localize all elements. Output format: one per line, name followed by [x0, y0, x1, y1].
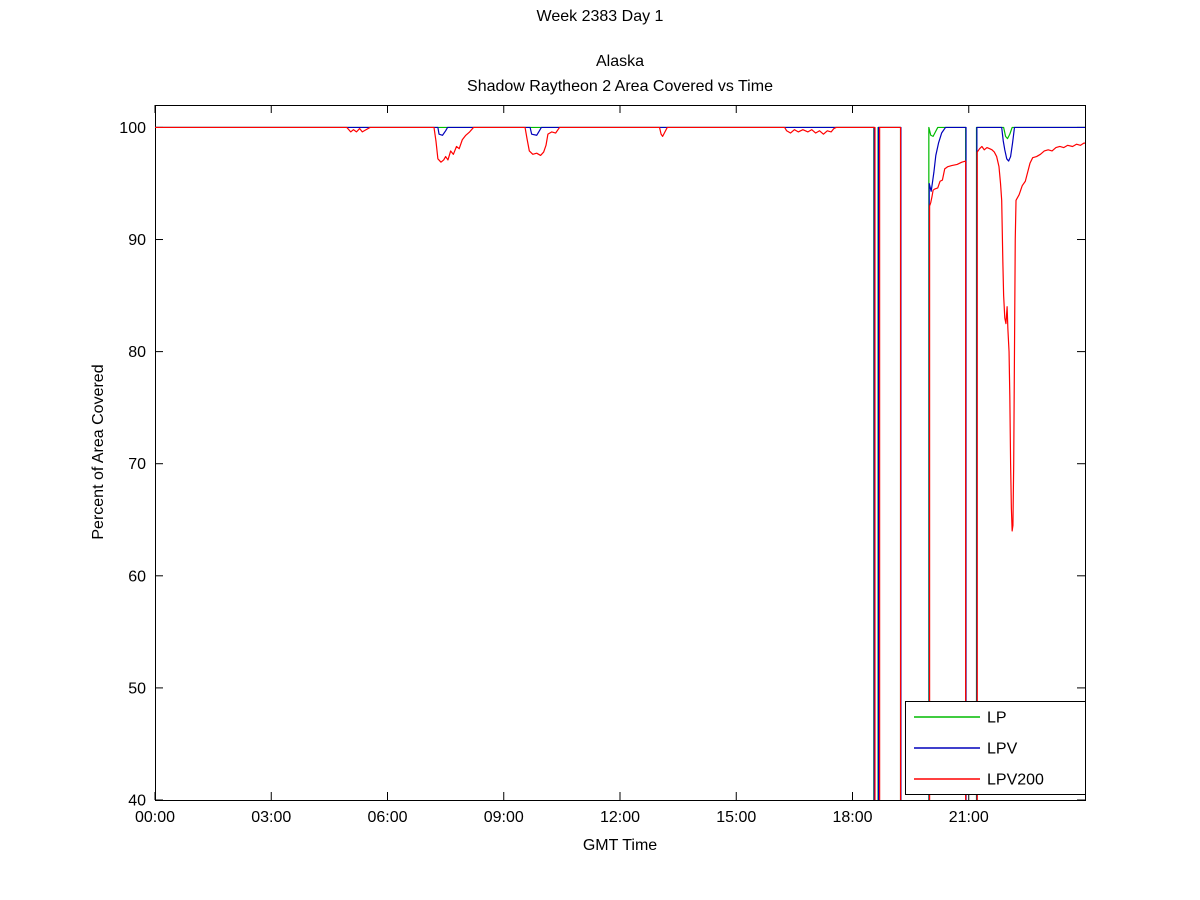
- legend-label-LP: LP: [987, 710, 1007, 727]
- x-tick-label: 18:00: [832, 809, 872, 826]
- figure-suptitle: Week 2383 Day 1: [537, 8, 664, 25]
- y-tick-label: 60: [128, 568, 146, 585]
- x-tick-label: 21:00: [949, 809, 989, 826]
- legend: LP LPV LPV200: [905, 701, 1086, 795]
- y-tick-label: 90: [128, 232, 146, 249]
- y-tick-label: 100: [119, 120, 146, 137]
- series-line-LPV: [155, 126, 1085, 800]
- x-tick-label: 06:00: [367, 809, 407, 826]
- legend-label-LPV200: LPV200: [987, 772, 1044, 789]
- x-tick-label: 15:00: [716, 809, 756, 826]
- axis-ticks: [154, 105, 1085, 801]
- x-tick-label: 09:00: [484, 809, 524, 826]
- y-axis-label: Percent of Area Covered: [90, 364, 107, 539]
- axes-box: [155, 105, 1086, 801]
- chart-title-line2: Shadow Raytheon 2 Area Covered vs Time: [467, 78, 773, 95]
- y-tick-label: 80: [128, 344, 146, 361]
- x-tick-label: 12:00: [600, 809, 640, 826]
- y-tick-label: 50: [128, 680, 146, 697]
- y-tick-label: 70: [128, 456, 146, 473]
- x-tick-label: 00:00: [135, 809, 175, 826]
- x-axis-label: GMT Time: [583, 837, 657, 854]
- chart-title-line1: Alaska: [596, 53, 644, 70]
- x-tick-label: 03:00: [251, 809, 291, 826]
- y-tick-label: 40: [128, 793, 146, 810]
- plot-area: 00:00 03:00 06:00 09:00 12:00 15:00 18:00 21:00…: [119, 105, 1086, 826]
- legend-label-LPV: LPV: [987, 741, 1018, 758]
